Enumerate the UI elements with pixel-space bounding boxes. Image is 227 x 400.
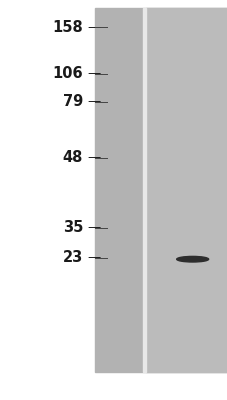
Text: —: — (87, 68, 101, 80)
Text: —: — (87, 222, 101, 234)
Bar (143, 8, 146, 372)
Text: 158: 158 (52, 20, 83, 35)
Text: 48: 48 (63, 150, 83, 166)
Text: 106: 106 (52, 66, 83, 82)
Text: —: — (87, 96, 101, 108)
Text: —: — (87, 152, 101, 164)
Text: —: — (87, 252, 101, 264)
Bar (146, 8, 227, 372)
Bar (94, 8, 227, 372)
Text: 35: 35 (63, 220, 83, 236)
Text: 23: 23 (63, 250, 83, 266)
Text: —: — (87, 21, 101, 34)
Ellipse shape (176, 256, 208, 262)
Text: 79: 79 (63, 94, 83, 110)
